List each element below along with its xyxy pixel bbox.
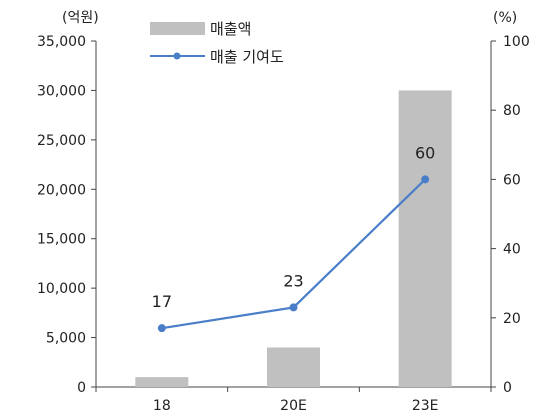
- line-point: [289, 303, 298, 312]
- y-left-tick-label: 20,000: [37, 182, 86, 198]
- y-left-tick-label: 5,000: [46, 331, 86, 347]
- y-left-tick-label: 10,000: [37, 281, 86, 297]
- data-label: 60: [415, 143, 435, 162]
- y-left-ticks: 0 5,000 10,000 15,000 20,000 25,000 30,000 35,0…: [37, 34, 96, 396]
- x-tick-label: 20E: [280, 398, 307, 414]
- bar: [267, 347, 320, 387]
- y-left-tick-label: 0: [77, 380, 86, 396]
- y-left-tick-label: 35,000: [37, 34, 86, 50]
- y-left-unit: (억원): [62, 10, 99, 26]
- x-ticks: 18 20E 23E: [95, 387, 492, 414]
- legend-line-label: 매출 기여도: [210, 48, 284, 66]
- data-label: 17: [152, 292, 172, 311]
- y-right-unit: (%): [493, 10, 517, 26]
- legend-bar-label: 매출액: [210, 20, 251, 38]
- y-right-tick-label: 100: [503, 34, 530, 50]
- bar-series: [135, 90, 452, 387]
- line-series: 17 23 60: [152, 143, 435, 333]
- y-right-tick-label: 80: [503, 103, 521, 119]
- bar: [398, 90, 452, 387]
- legend: 매출액 매출 기여도: [150, 20, 284, 66]
- data-label: 23: [283, 271, 303, 290]
- y-left-tick-label: 15,000: [37, 232, 86, 248]
- x-tick-label: 18: [153, 398, 171, 414]
- y-left-tick-label: 30,000: [37, 83, 86, 99]
- x-tick-label: 23E: [412, 398, 439, 414]
- bar: [135, 377, 189, 387]
- line-point: [157, 324, 166, 333]
- y-left-tick-label: 25,000: [37, 133, 86, 149]
- y-right-tick-label: 40: [503, 242, 521, 258]
- y-right-tick-label: 0: [503, 380, 512, 396]
- legend-bar-swatch: [150, 22, 205, 35]
- y-right-tick-label: 20: [503, 311, 521, 327]
- y-right-ticks: 0 20 40 60 80 100: [491, 34, 530, 396]
- legend-line-marker: [173, 52, 181, 60]
- y-right-tick-label: 60: [503, 172, 521, 188]
- line-point: [421, 175, 430, 184]
